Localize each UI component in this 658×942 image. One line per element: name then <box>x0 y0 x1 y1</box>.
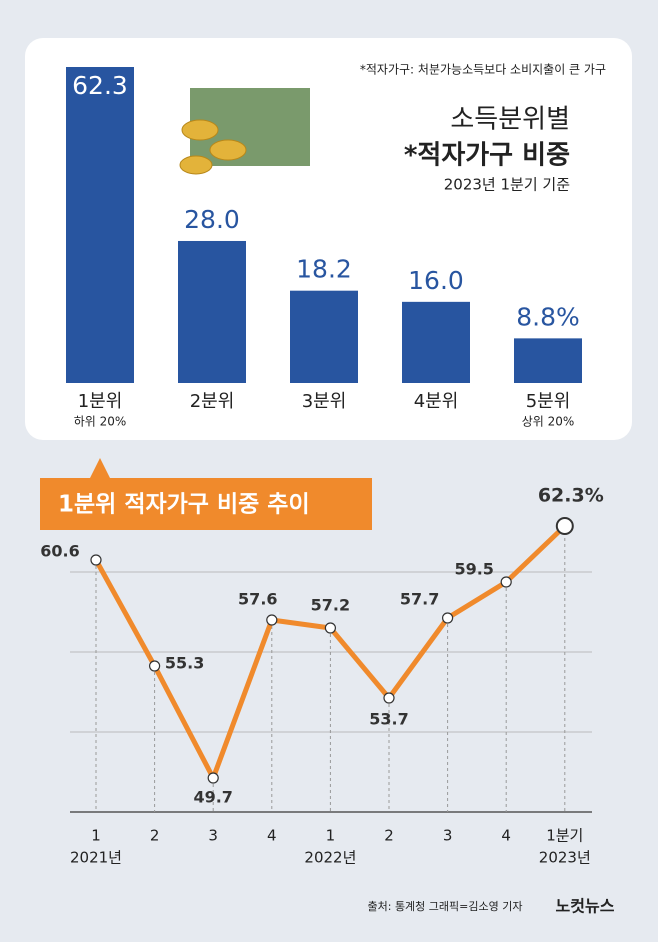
value-label: 53.7 <box>369 710 408 729</box>
category-note: 상위 20% <box>522 415 575 429</box>
bar <box>514 338 582 383</box>
bar <box>178 240 246 383</box>
x-tick-label: 1분기 <box>546 827 583 845</box>
category-label: 4분위 <box>414 391 459 412</box>
logo: 노컷뉴스 <box>556 897 615 916</box>
point <box>555 517 574 535</box>
bar <box>402 301 470 383</box>
x-tick-label: 1 <box>91 827 101 845</box>
banner <box>40 478 372 530</box>
value-label: 55.3 <box>165 654 204 673</box>
point <box>324 622 336 634</box>
bar <box>290 290 358 383</box>
chart-title: 소득분위별 <box>450 105 570 135</box>
chart-subtitle: *적자가구 비중 <box>404 141 570 171</box>
value-label: 8.8% <box>516 302 580 331</box>
value-label: 62.3% <box>538 485 604 507</box>
value-label: 57.2 <box>311 596 350 615</box>
x-tick-label: 1 <box>326 827 336 845</box>
category-label: 1분위 <box>78 391 123 412</box>
year-label: 2022년 <box>304 849 356 867</box>
value-label: 28.0 <box>184 205 240 234</box>
x-tick-label: 2 <box>150 827 160 845</box>
point <box>149 660 161 672</box>
value-label: 57.7 <box>400 590 439 609</box>
x-tick-label: 4 <box>501 827 511 845</box>
banner-pointer <box>90 458 110 478</box>
year-label: 2021년 <box>70 849 122 867</box>
point <box>500 576 512 588</box>
value-label: 18.2 <box>296 255 352 284</box>
category-label: 5분위 <box>526 391 571 412</box>
line-title: 1분위 적자가구 비중 추이 <box>58 492 310 518</box>
value-label: 49.7 <box>193 788 232 807</box>
point <box>207 772 219 784</box>
value-label: 59.5 <box>454 560 493 579</box>
category-note: 하위 20% <box>74 415 127 429</box>
x-tick-label: 4 <box>267 827 277 845</box>
value-label: 62.3 <box>72 71 128 100</box>
card <box>25 38 632 440</box>
point <box>442 612 454 624</box>
x-tick-label: 3 <box>208 827 218 845</box>
value-label: 60.6 <box>40 542 79 561</box>
point <box>266 614 278 626</box>
point <box>383 692 395 704</box>
coins-icon <box>179 119 247 175</box>
year-label: 2023년 <box>539 849 591 867</box>
value-label: 57.6 <box>238 590 277 609</box>
source: 출처: 통계청 그래픽=김소영 기자 <box>368 900 523 913</box>
x-tick-label: 3 <box>443 827 453 845</box>
value-label: 16.0 <box>408 266 464 295</box>
basis: 2023년 1분기 기준 <box>444 176 570 194</box>
point <box>90 554 102 566</box>
note: *적자가구: 처분가능소득보다 소비지출이 큰 가구 <box>360 63 606 77</box>
category-label: 2분위 <box>190 391 235 412</box>
category-label: 3분위 <box>302 391 347 412</box>
x-tick-label: 2 <box>384 827 394 845</box>
bar <box>66 67 134 383</box>
